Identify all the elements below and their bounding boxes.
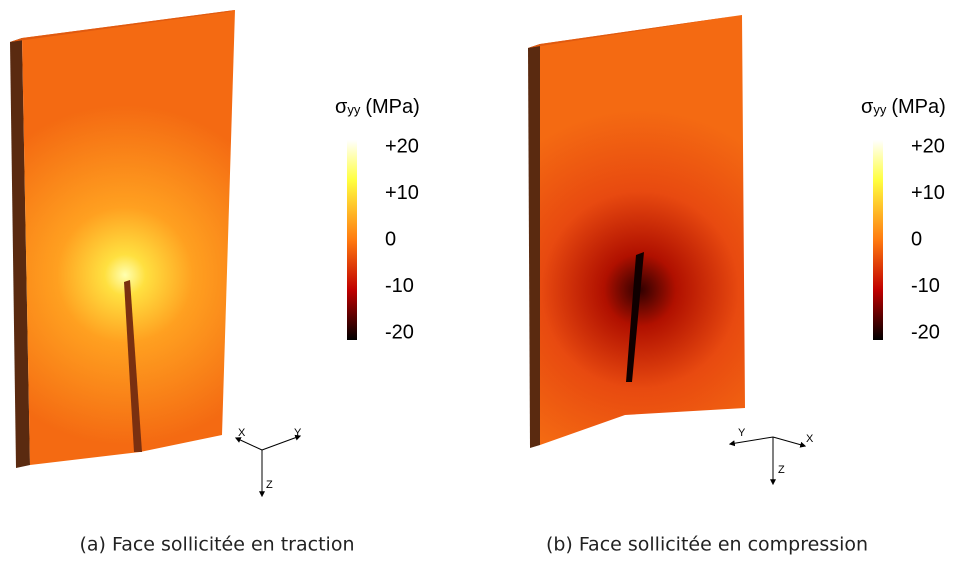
unit: (MPa) [891, 96, 945, 118]
colorbar-tick-label: 0 [385, 228, 396, 250]
symbol: σ [861, 96, 874, 118]
colorbar-tick-label: 0 [911, 228, 922, 250]
axis-triad-b [728, 436, 807, 486]
colorbar-title: σyy (MPa) [335, 96, 420, 118]
colorbar [873, 140, 883, 340]
colorbar-tick-label: +10 [385, 182, 419, 204]
colorbar-tick-label: -10 [911, 275, 940, 297]
plate-side [528, 44, 540, 448]
axis-label: X [806, 433, 814, 445]
colorbar-ticks: +20 +10 0 -10 -20 +20 +10 0 -10 -20 [385, 135, 945, 343]
subscript: yy [873, 102, 887, 117]
colorbar-tick-label: +20 [911, 135, 945, 157]
axis-arrow [772, 436, 807, 448]
colorbar-title: σyy (MPa) [861, 96, 946, 118]
colorbar-tick-label: +10 [911, 182, 945, 204]
symbol: σ [335, 96, 348, 118]
crack [124, 280, 142, 452]
colorbar [347, 140, 357, 340]
colorbar-tick-label: -20 [385, 321, 414, 343]
plate-face [540, 15, 745, 445]
axis-label: X [238, 427, 246, 439]
plate-top [10, 10, 235, 42]
axis-triad-a [234, 434, 302, 498]
subscript: yy [347, 102, 361, 117]
caption: (b) Face sollicitée en compression [546, 534, 868, 556]
axis-label: Z [778, 464, 785, 476]
axis-label: Z [266, 479, 273, 491]
plate-b [528, 15, 745, 448]
plate-a [10, 10, 235, 468]
axis-arrow [728, 436, 774, 447]
axis-arrow [261, 434, 302, 451]
crack [626, 252, 644, 382]
unit: (MPa) [365, 96, 419, 118]
axis-label: Y [294, 427, 302, 439]
axis-arrow [234, 437, 263, 451]
axis-label: Y [738, 427, 746, 439]
colorbar-tick-label: -10 [385, 275, 414, 297]
plate-side [10, 38, 30, 468]
caption: (a) Face sollicitée en traction [80, 534, 355, 556]
colorbar-tick-label: -20 [911, 321, 940, 343]
colorbar-tick-label: +20 [385, 135, 419, 157]
plate-face [22, 10, 235, 465]
